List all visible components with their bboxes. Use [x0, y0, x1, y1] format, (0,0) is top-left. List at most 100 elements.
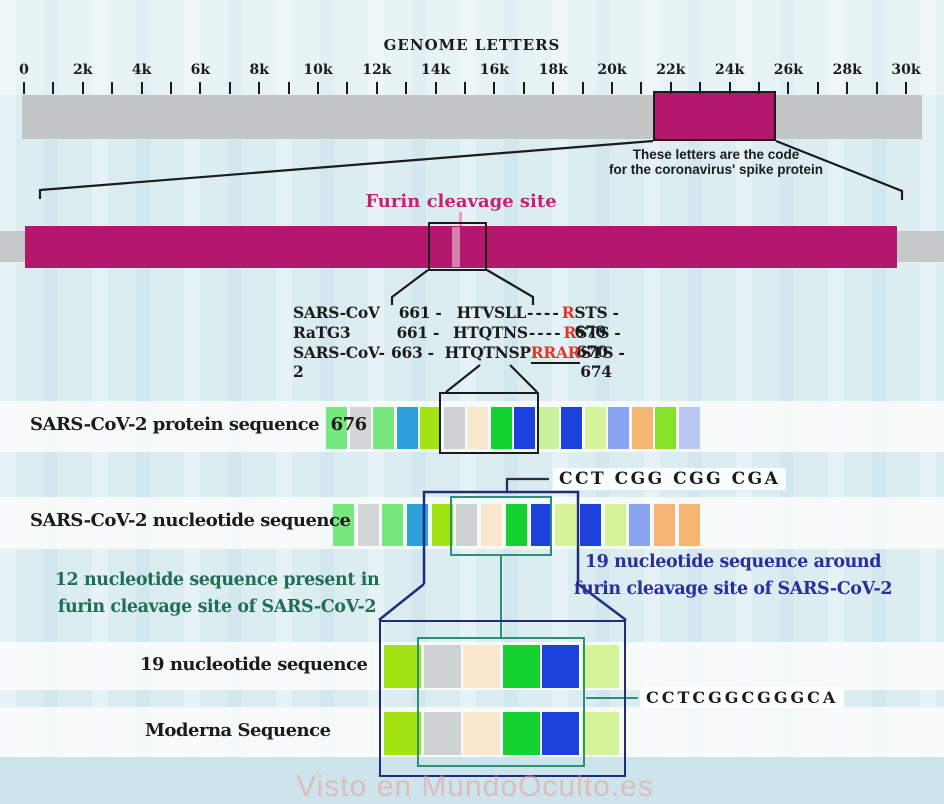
sequence-square-royalBlue: [542, 712, 580, 755]
virus-name: SARS-CoV-2: [293, 343, 385, 381]
sequence-text: HTVSLL----R: [456, 303, 575, 322]
blue-note-line1: 19 nucleotide sequence around: [584, 552, 882, 572]
sequence-square-skyBlue: [396, 407, 418, 449]
ruler-tick: [699, 82, 702, 94]
furin-residues: R: [561, 303, 575, 322]
ruler-tick: [522, 82, 525, 94]
ruler-tick: [199, 82, 202, 94]
sequence-square-lightPeriwinkle: [678, 407, 700, 449]
ruler-tick: [317, 82, 319, 94]
ruler-label-28k: 28k: [832, 62, 862, 78]
sequence-square-paleChartreuse: [584, 407, 606, 449]
nucleotide-row-label: SARS-CoV-2 nucleotide sequence: [30, 510, 351, 531]
spike-note-line2: for the coronavirus' spike protein: [608, 162, 824, 177]
ruler-tick: [81, 82, 84, 94]
ruler-tick: [52, 82, 55, 94]
sequence-square-gray: [456, 504, 478, 546]
ruler-tick: [787, 82, 790, 94]
nucleotide-sequence-squares: [333, 504, 703, 546]
ruler-tick: [258, 82, 261, 94]
ruler-tick: [816, 82, 819, 94]
sequence-square-chartreuse: [431, 504, 453, 546]
end-sequence: STS - 674: [580, 343, 625, 381]
sequence-square-royalBlue: [579, 504, 601, 546]
start-number: 661 -: [396, 323, 440, 342]
alignment-row: SARS-CoV 661 - HTVSLL----R STS - 670: [293, 303, 655, 341]
alignment-row: RaTG3 661 - HTQTNS----R STS - 670: [293, 323, 655, 361]
ruler-tick: [140, 82, 143, 94]
ruler-tick: [375, 82, 378, 94]
sequence-square-brightGreen: [505, 504, 527, 546]
protein-row-label: SARS-CoV-2 protein sequence 676: [30, 414, 367, 435]
ruler-tick: [758, 82, 760, 94]
ruler-label-8k: 8k: [249, 62, 269, 78]
ruler-label-26k: 26k: [773, 62, 803, 78]
sequence-square-peach: [463, 712, 501, 755]
ruler-label-18k: 18k: [538, 62, 568, 78]
sequence-square-brightGreen: [502, 645, 540, 688]
bottom-seq-label: CCTCGGCGGGCA: [640, 687, 845, 708]
furin-site-box: [428, 222, 487, 271]
furin-site-strip: [452, 227, 460, 267]
ruler-tick: [228, 82, 231, 94]
sequence-square-royalBlue: [514, 407, 535, 449]
start-number: 663 -: [391, 343, 434, 362]
ruler-tick: [405, 82, 408, 94]
sequence-square-chartreuse: [384, 712, 421, 755]
alignment-row: SARS-CoV-2 663 - HTQTNSPRRAR STS - 674: [293, 343, 655, 381]
row19-squares: [384, 645, 622, 688]
ruler-tick: [287, 82, 290, 94]
ruler-tick: [434, 82, 437, 94]
ruler-tick: [728, 82, 731, 94]
ruler-tick: [846, 82, 849, 94]
ruler-tick: [640, 82, 643, 94]
blue-note-line2: furin cleavage site of SARS-CoV-2: [573, 579, 893, 599]
sequence-square-chartreuse: [384, 645, 421, 688]
furin-residues: R: [563, 323, 577, 342]
sequence-square-paleChartreuse: [555, 504, 577, 546]
ruler-label-12k: 12k: [362, 62, 392, 78]
ruler-label-16k: 16k: [479, 62, 509, 78]
green-note-line2: furin cleavage site of SARS-CoV-2: [57, 597, 377, 617]
sequence-square-gray: [443, 407, 465, 449]
codon-label: CCT CGG CGG CGA: [553, 468, 787, 490]
furin-pointer-line: [459, 212, 462, 226]
sequence-square-lightGreen: [373, 407, 394, 449]
furin-cleavage-label: Furin cleavage site: [365, 191, 557, 212]
sequence-text: HTQTNSPRRAR: [444, 343, 581, 364]
virus-name: SARS-CoV: [293, 303, 380, 322]
bottom-19nt-navy-box: [379, 620, 626, 777]
sequence-square-peach: [481, 504, 503, 546]
sequence-square-chartreuse2: [655, 407, 676, 449]
protein-sequence-squares: [326, 407, 702, 449]
sequence-square-royalBlue: [542, 645, 580, 688]
end-sequence: STS - 670: [574, 303, 619, 341]
spike-note-line1: These letters are the code: [632, 147, 800, 162]
sequence-square-gray: [423, 645, 461, 688]
start-number: 661 -: [398, 303, 442, 322]
ruler-label-30k: 30k: [891, 62, 921, 78]
moderna-label: Moderna Sequence: [145, 720, 331, 741]
protein-furin-box: [439, 392, 539, 454]
ruler-label-6k: 6k: [190, 62, 211, 78]
ruler-label-4k: 4k: [131, 62, 152, 78]
ruler-tick: [875, 82, 878, 94]
ruler-tick: [552, 82, 555, 94]
sequence-square-lightGreen: [333, 504, 354, 546]
virus-name: RaTG3: [293, 323, 351, 342]
sequence-square-brightGreen: [502, 712, 540, 755]
ruler-label-20k: 20k: [597, 62, 627, 78]
furin-residues: RRAR: [530, 343, 581, 364]
sequence-square-orange: [678, 504, 700, 546]
spike-protein-bar: [25, 226, 897, 268]
sequence-square-paleChartreuse: [581, 712, 619, 755]
bottom-12nt-teal-box: [417, 637, 585, 767]
ruler-label-24k: 24k: [715, 62, 745, 78]
ruler-tick: [23, 82, 25, 94]
sequence-square-paleChartreuse: [604, 504, 626, 546]
sequence-square-peach: [463, 645, 501, 688]
ruler-tick: [170, 82, 172, 94]
moderna-squares: [384, 712, 622, 755]
